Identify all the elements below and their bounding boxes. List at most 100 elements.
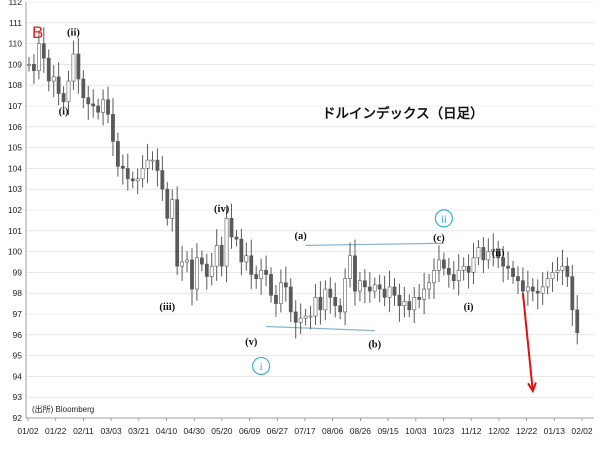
y-tick-label: 95 xyxy=(13,351,23,361)
candle-body xyxy=(180,261,185,267)
candle-body xyxy=(303,315,308,319)
x-tick-label: 04/30 xyxy=(184,426,206,436)
x-tick-label: 01/13 xyxy=(544,426,566,436)
x-tick-label: 10/23 xyxy=(433,426,455,436)
candle-body xyxy=(525,286,530,292)
candle-body xyxy=(348,255,352,279)
candle-body xyxy=(313,297,318,317)
candle-body xyxy=(150,159,155,162)
candle-body xyxy=(441,259,446,269)
candle-body xyxy=(417,297,422,300)
y-tick-label: 94 xyxy=(13,371,23,381)
candles xyxy=(27,27,580,345)
candle-body xyxy=(120,166,125,169)
candle-body xyxy=(540,286,545,294)
candle-body xyxy=(535,290,540,294)
candle-body xyxy=(36,43,41,71)
candle-body xyxy=(545,278,550,288)
candle-body xyxy=(224,218,229,267)
candle-body xyxy=(264,270,268,275)
candle-body xyxy=(32,64,36,71)
x-tick-label: 04/10 xyxy=(156,426,178,436)
candle-body xyxy=(511,267,515,277)
candle-body xyxy=(432,270,436,284)
x-tick-label: 07/17 xyxy=(294,426,316,436)
circled-wave-ring xyxy=(252,356,271,376)
candle-body xyxy=(397,294,402,306)
candle-body xyxy=(343,278,348,313)
grid-lines xyxy=(26,1,594,419)
candle-body xyxy=(501,257,506,267)
candle-body xyxy=(392,286,397,296)
wave-label: (c) xyxy=(433,233,445,244)
candle-body xyxy=(101,99,105,113)
candle-body xyxy=(387,286,392,298)
wave-label: (b) xyxy=(368,339,381,350)
candle-body xyxy=(214,245,219,267)
y-tick-label: 92 xyxy=(13,413,23,423)
candle-body xyxy=(185,259,189,263)
candle-body xyxy=(204,263,209,277)
arrow-head xyxy=(527,382,537,394)
candle-body xyxy=(254,274,259,279)
candle-body xyxy=(323,288,328,311)
x-tick-label: 03/03 xyxy=(100,426,122,436)
y-tick-label: 100 xyxy=(8,247,22,257)
trendlines xyxy=(266,242,444,332)
circled-wave-labels: iii xyxy=(252,209,453,376)
x-tick-label: 11/12 xyxy=(461,426,482,436)
y-tick-label: 111 xyxy=(9,18,22,28)
candle-body xyxy=(377,284,382,290)
x-tick-label: 06/09 xyxy=(239,426,261,436)
y-tick-label: 96 xyxy=(13,330,23,340)
candle-body xyxy=(175,199,180,267)
wave-label: (iii) xyxy=(159,302,175,313)
wave-label: (ii) xyxy=(492,248,505,259)
wave-label: (i) xyxy=(59,106,69,117)
candle-body xyxy=(293,311,298,323)
y-tick-label: 98 xyxy=(13,288,23,298)
candle-body xyxy=(338,305,343,313)
candle-body xyxy=(239,238,244,263)
candle-body xyxy=(506,265,510,269)
candle-body xyxy=(278,282,283,304)
candle-body xyxy=(81,78,86,98)
x-tick-label: 03/21 xyxy=(128,426,150,436)
x-tick-label: 08/06 xyxy=(322,426,344,436)
y-tick-label: 105 xyxy=(8,143,22,153)
candle-body xyxy=(283,282,288,288)
candle-body xyxy=(353,255,357,292)
candle-body xyxy=(269,274,273,296)
candle-body xyxy=(56,76,61,94)
candle-body xyxy=(165,188,170,219)
circled-wave-label: i xyxy=(260,361,263,373)
candle-body xyxy=(402,301,407,306)
candle-body xyxy=(427,282,431,290)
candle-body xyxy=(145,159,150,169)
candle-body xyxy=(358,280,362,292)
candle-body xyxy=(570,276,575,311)
candle-body xyxy=(550,272,555,279)
candle-body xyxy=(259,270,264,279)
candle-body xyxy=(66,80,71,103)
candle-body xyxy=(86,97,91,105)
candle-body xyxy=(274,294,278,304)
y-tick-label: 103 xyxy=(8,184,22,194)
trendline xyxy=(266,325,375,332)
y-tick-label: 99 xyxy=(13,267,23,277)
chart-title: ドルインデックス（日足） xyxy=(322,105,484,121)
y-tick-label: 97 xyxy=(13,309,23,319)
candle-body xyxy=(481,247,486,261)
x-tick-label: 10/03 xyxy=(405,426,427,436)
candle-body xyxy=(530,286,535,292)
candle-body xyxy=(367,286,372,292)
candle-body xyxy=(170,199,175,219)
y-axis-ticks: 92 93 94 95 96 97 98 99 100 101 102 103 104 105 106 107… xyxy=(8,0,22,423)
x-tick-label: 02/02 xyxy=(571,426,593,436)
candle-body xyxy=(328,288,333,298)
candle-body xyxy=(76,53,81,80)
wave-labels: (ii) (i) (iii) (iv) (v) (a) (b) (c) (i) (ii) xyxy=(59,27,506,350)
candle-body xyxy=(96,105,101,113)
y-tick-label: 104 xyxy=(8,163,22,173)
